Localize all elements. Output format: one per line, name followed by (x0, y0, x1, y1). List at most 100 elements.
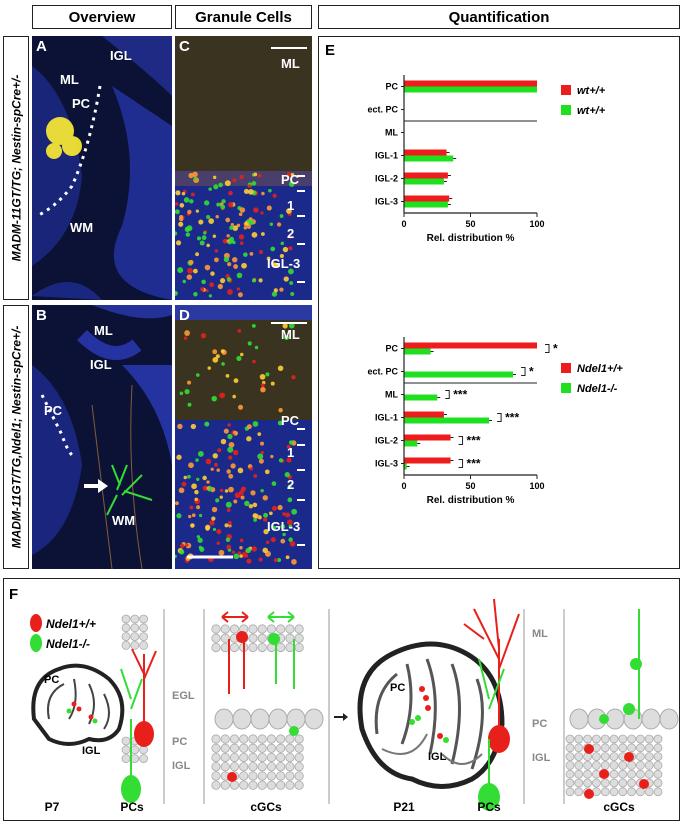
category-label: IGL-2 (375, 174, 398, 184)
tick-label: 50 (465, 219, 475, 229)
side-label-bottom: MADM-11GT/TG,Ndel1; Nestin-spCre+/- (3, 305, 29, 569)
significance-mark: *** (453, 388, 467, 402)
ml-layer-label: ML (532, 628, 548, 640)
category-label: PC (385, 82, 398, 92)
panel-c-ml: ML (281, 56, 300, 71)
bottom-label-p21: P21 (393, 800, 415, 814)
tick-label: 50 (465, 481, 475, 491)
legend-wt-label: Ndel1+/+ (46, 617, 96, 631)
category-label: ect. PC (367, 105, 398, 115)
panel-c-1: 1 (287, 198, 295, 213)
bar (404, 411, 444, 418)
p21-igl-label: IGL (428, 751, 447, 763)
bar (404, 457, 451, 464)
bottom-label-pcs-1: PCs (120, 800, 144, 814)
panel-b-igl: IGL (90, 357, 112, 372)
legend-label: wt+/+ (577, 105, 606, 117)
panel-c-image (175, 47, 312, 300)
panel-c-pc: PC (281, 172, 300, 187)
bar (404, 342, 537, 349)
panel-a-micrograph: A IGL ML PC WM (32, 36, 172, 300)
tick-label: 0 (401, 481, 406, 491)
category-label: IGL-3 (375, 197, 398, 207)
panel-a-igl: IGL (110, 48, 132, 63)
chart-1: PC ect. PC ML IGL-1 IGL-2 IGL-3 0 50 100 Rel. dis… (367, 75, 606, 244)
panel-d-micrograph: D ML PC 1 2 IGL-3 (175, 305, 312, 569)
bar (404, 86, 537, 93)
panel-d-ml: ML (281, 327, 300, 342)
bottom-label-pcs-2: PCs (477, 800, 501, 814)
bar (404, 195, 450, 202)
panel-b-image (32, 305, 172, 569)
p7-igl-label: IGL (82, 745, 101, 757)
bar (404, 348, 431, 355)
significance-bracket (458, 436, 464, 445)
panel-b-letter: B (36, 307, 47, 324)
bar (404, 371, 514, 378)
panel-d-2: 2 (287, 477, 295, 492)
legend-label: Ndel1-/- (577, 383, 618, 395)
bottom-label-p7: P7 (45, 800, 60, 814)
panel-e-charts: E PC ect. PC ML IGL-1 IGL-2 IGL-3 0 50 100 Rel. d… (325, 42, 623, 506)
category-label: IGL-3 (375, 459, 398, 469)
panel-b-pc: PC (44, 403, 63, 418)
legend-ko-label: Ndel1-/- (46, 637, 90, 651)
bar (404, 149, 447, 156)
chart-2: PC * ect. PC * ML *** IGL-1 *** IGL-2 *** IGL-3 ***… (367, 337, 623, 506)
significance-mark: *** (505, 411, 519, 425)
category-label: IGL-2 (375, 436, 398, 446)
panel-a-ml: ML (60, 72, 79, 87)
p7-pcs-column (120, 614, 157, 803)
legend-swatch (561, 363, 571, 373)
panel-c-igl3: IGL-3 (267, 256, 301, 271)
panel-a-wm: WM (70, 220, 94, 235)
panel-a-letter: A (36, 38, 47, 55)
panel-e-box: E PC ect. PC ML IGL-1 IGL-2 IGL-3 0 50 100 Rel. d… (318, 36, 680, 569)
header-overview: Overview (32, 5, 172, 29)
legend-label: wt+/+ (577, 85, 606, 97)
tick-label: 100 (529, 481, 544, 491)
bar (404, 155, 454, 162)
panel-f-box: F Ndel1+/+ Ndel1-/- PC IGL (3, 578, 680, 821)
significance-bracket (545, 344, 550, 353)
p21-pcs-column (463, 598, 520, 811)
tick-label: 0 (401, 219, 406, 229)
bar (404, 80, 537, 87)
bar (404, 394, 438, 401)
panel-d-image (175, 305, 312, 569)
p7-cerebellum (31, 663, 125, 746)
bar (404, 172, 448, 179)
p7-cgcs-column (211, 611, 324, 790)
bar (404, 201, 448, 208)
legend-label: Ndel1+/+ (577, 363, 623, 375)
panel-b-wm: WM (112, 513, 136, 528)
p21-cerebellum (357, 641, 505, 789)
bottom-label-cgcs-1: cGCs (250, 800, 282, 814)
panel-e-letter: E (325, 42, 335, 59)
significance-bracket (458, 459, 464, 468)
legend-swatch (561, 383, 571, 393)
category-label: ect. PC (367, 367, 398, 377)
igl-layer-label-2: IGL (532, 752, 551, 764)
panel-a-pc: PC (72, 96, 91, 111)
bar (404, 417, 490, 424)
panel-f-letter: F (9, 586, 18, 603)
legend-ko-cell (30, 634, 42, 652)
bottom-label-cgcs-2: cGCs (603, 800, 635, 814)
x-axis-label: Rel. distribution % (427, 495, 515, 506)
side-label-top: MADM-11GT/TG; Nestin-spCre+/- (3, 36, 29, 300)
panel-d-letter: D (179, 307, 190, 324)
category-label: IGL-1 (375, 151, 398, 161)
bar (404, 463, 407, 470)
significance-mark: *** (467, 457, 481, 471)
category-label: ML (385, 390, 398, 400)
category-label: IGL-1 (375, 413, 398, 423)
significance-bracket (497, 413, 502, 422)
p7-pc-label: PC (44, 674, 59, 686)
p21-pc-label: PC (390, 682, 405, 694)
tick-label: 100 (529, 219, 544, 229)
panel-d-pc: PC (281, 413, 300, 428)
panel-b-micrograph: B ML IGL PC WM (32, 305, 172, 569)
igl-layer-label: IGL (172, 760, 191, 772)
significance-mark: * (553, 342, 558, 356)
